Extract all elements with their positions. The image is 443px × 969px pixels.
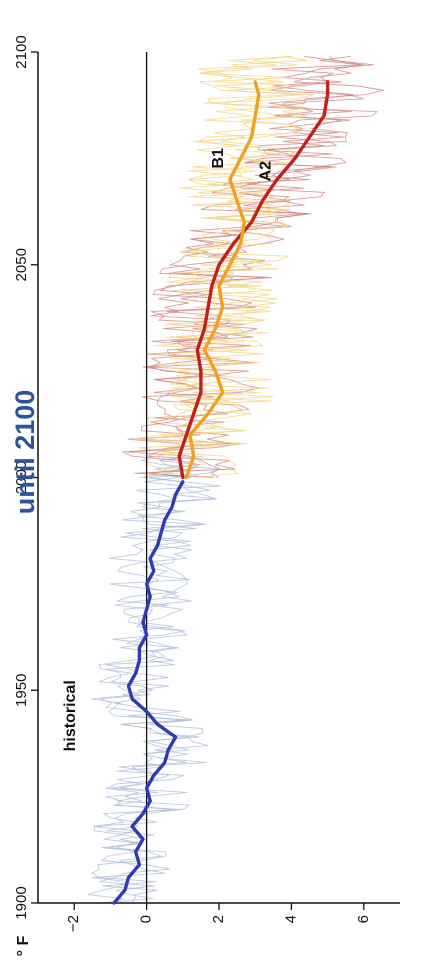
series-label-a2: A2 bbox=[257, 161, 274, 182]
x-tick-label: 1950 bbox=[13, 674, 30, 707]
y-tick-label: 4 bbox=[282, 915, 299, 923]
chart-title: until 2100 bbox=[10, 390, 40, 515]
series-layer bbox=[112, 80, 330, 905]
series-line-b1 bbox=[184, 80, 261, 480]
x-tick-label: 2050 bbox=[13, 248, 30, 281]
y-tick-label: 0 bbox=[138, 915, 155, 923]
annotation-layer: historical A2 B1 bbox=[62, 148, 274, 751]
series-label-b1: B1 bbox=[210, 148, 227, 169]
y-tick-label: 2 bbox=[210, 915, 227, 923]
spread-line-a2 bbox=[133, 55, 384, 478]
x-tick-label: 2100 bbox=[13, 35, 30, 68]
spread-line-historical bbox=[90, 455, 221, 904]
series-line-a2 bbox=[177, 80, 330, 480]
spread-line-a2 bbox=[122, 55, 361, 478]
series-line-historical bbox=[112, 480, 185, 905]
x-tick-label: 2000 bbox=[13, 461, 30, 494]
y-tick-label: −2 bbox=[65, 915, 82, 932]
spread-line-b1 bbox=[134, 55, 308, 478]
unit-label: ° F bbox=[15, 935, 32, 956]
x-tick-label: 1900 bbox=[13, 886, 30, 919]
ensemble-spread-layer bbox=[87, 55, 384, 904]
series-label-historical: historical bbox=[62, 680, 79, 751]
y-tick-label: 6 bbox=[355, 915, 372, 923]
axis-ticks: 1900 1950 2000 2050 2100 −2 0 2 4 6 bbox=[13, 35, 372, 932]
